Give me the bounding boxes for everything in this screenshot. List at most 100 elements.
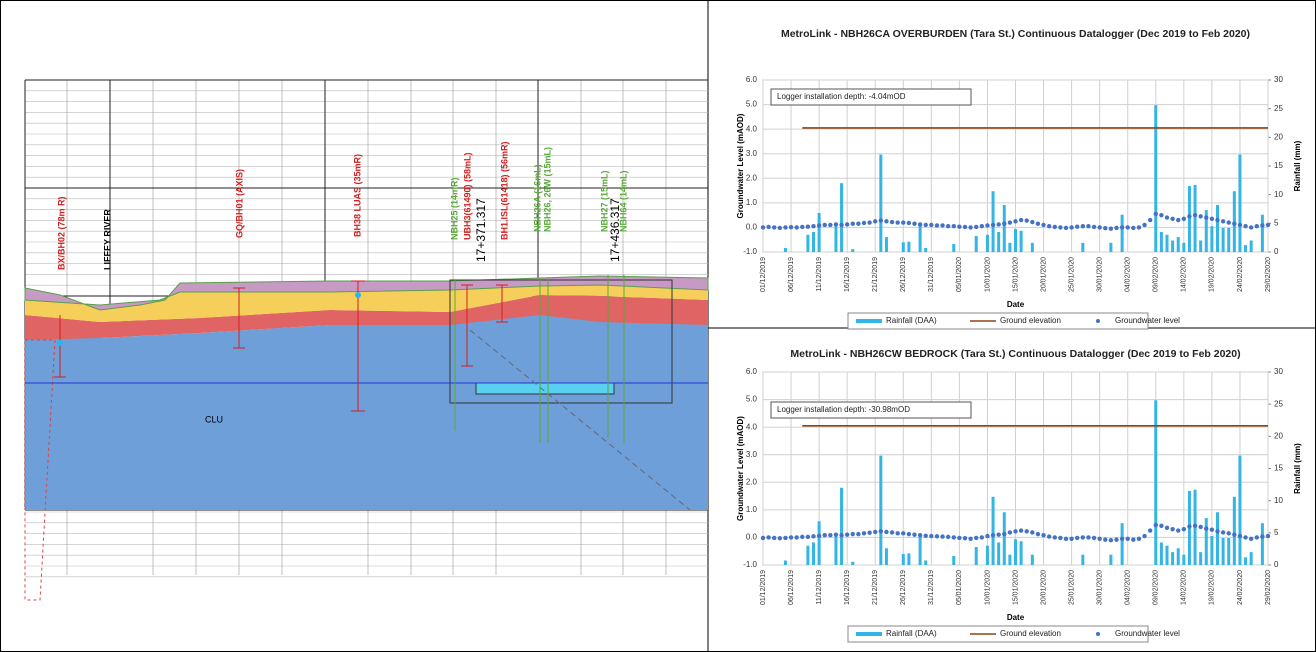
y2-tick-label: 0	[1274, 247, 1279, 256]
point	[1187, 214, 1191, 218]
point	[1198, 214, 1202, 218]
point	[828, 533, 832, 537]
point	[845, 532, 849, 536]
point	[1148, 218, 1152, 222]
point	[1182, 217, 1186, 221]
bar	[919, 535, 922, 565]
point	[1086, 535, 1090, 539]
point	[935, 223, 939, 227]
point	[968, 537, 972, 541]
point	[794, 225, 798, 229]
point	[867, 531, 871, 535]
point	[1154, 523, 1158, 527]
point	[895, 531, 899, 535]
point	[1176, 218, 1180, 222]
point	[907, 532, 911, 536]
page: BX/BH02 (78m R) LIFFEY RIVER GQ/BH01 (AX…	[0, 0, 1316, 652]
legend-label: Rainfall (DAA)	[886, 629, 937, 638]
y2-tick-label: 20	[1274, 132, 1283, 141]
point	[918, 222, 922, 226]
point	[1036, 532, 1040, 536]
point	[789, 535, 793, 539]
point	[800, 225, 804, 229]
point	[1036, 222, 1040, 226]
point	[1215, 218, 1219, 222]
point	[1030, 530, 1034, 534]
x-tick-label: 19/02/2020	[1209, 570, 1216, 605]
bar	[879, 456, 882, 565]
x-tick-label: 31/12/2019	[928, 570, 935, 605]
bar	[1177, 548, 1180, 565]
x-tick-label: 26/12/2019	[900, 257, 907, 292]
bar	[851, 562, 854, 565]
bar	[919, 225, 922, 252]
bar	[806, 235, 809, 252]
point	[1047, 224, 1051, 228]
bar	[975, 236, 978, 252]
point	[929, 223, 933, 227]
point	[1019, 218, 1023, 222]
bar	[1188, 186, 1191, 252]
point	[1025, 218, 1029, 222]
bar	[1166, 235, 1169, 252]
bar	[812, 542, 815, 565]
y-tick-label: 3.0	[746, 149, 758, 158]
point	[946, 535, 950, 539]
marker	[355, 292, 361, 298]
point	[1120, 225, 1124, 229]
x-tick-label: 01/12/2019	[760, 257, 767, 292]
point	[1064, 226, 1068, 230]
bar	[818, 213, 821, 252]
point	[1041, 223, 1045, 227]
point	[817, 223, 821, 227]
annotation: Logger installation depth: -30.98mOD	[777, 405, 910, 414]
bar	[834, 226, 837, 252]
point	[1227, 531, 1231, 535]
point	[1193, 524, 1197, 528]
bar	[1008, 555, 1011, 565]
x-tick-label: 04/02/2020	[1125, 570, 1132, 605]
point	[856, 222, 860, 226]
unit-label: CLU	[205, 414, 223, 424]
legend-swatch	[856, 632, 882, 636]
point	[907, 221, 911, 225]
point	[839, 533, 843, 537]
point	[1097, 537, 1101, 541]
y-tick-label: 5.0	[746, 100, 758, 109]
bar	[997, 542, 1000, 565]
x-tick-label: 09/02/2020	[1153, 570, 1160, 605]
x-tick-label: 11/12/2019	[816, 570, 823, 605]
bar	[1177, 237, 1180, 252]
point	[895, 220, 899, 224]
point	[963, 225, 967, 229]
point	[1232, 222, 1236, 226]
point	[1120, 537, 1124, 541]
bar	[1160, 542, 1163, 565]
bar	[975, 547, 978, 565]
point	[856, 532, 860, 536]
point	[1092, 536, 1096, 540]
point	[901, 531, 905, 535]
point	[974, 536, 978, 540]
point	[1002, 532, 1006, 536]
borehole-label: BX/BH02 (78m R)	[56, 196, 66, 270]
bar	[1210, 536, 1213, 565]
x-tick-label: 24/02/2020	[1237, 570, 1244, 605]
bar	[1222, 538, 1225, 565]
bar	[986, 546, 989, 565]
point	[778, 536, 782, 540]
point	[1053, 225, 1057, 229]
point	[924, 534, 928, 538]
bar	[1031, 243, 1034, 252]
point	[879, 218, 883, 222]
point	[800, 535, 804, 539]
point	[1243, 535, 1247, 539]
legend-swatch	[1096, 632, 1100, 636]
borehole-label: NBH26A (16mL)	[532, 164, 542, 232]
y-tick-label: 3.0	[746, 450, 758, 459]
point	[862, 531, 866, 535]
point	[1159, 213, 1163, 217]
bar	[1081, 555, 1084, 565]
bar	[1014, 539, 1017, 565]
x-tick-label: 24/02/2020	[1237, 257, 1244, 292]
